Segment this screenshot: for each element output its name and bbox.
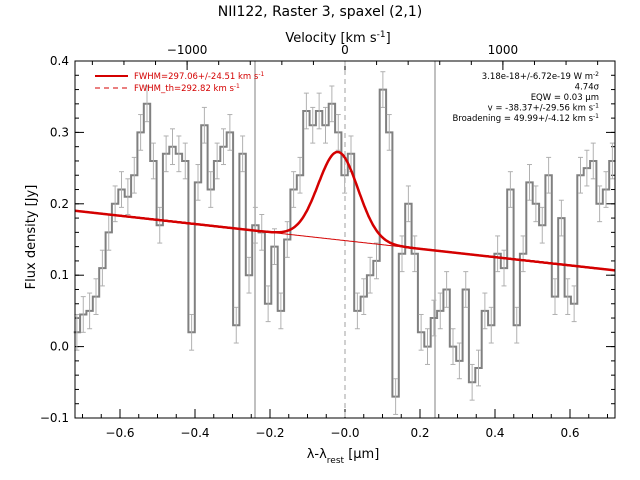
- annotation-5: Broadening = 49.99+/-4.12 km s-1: [452, 113, 599, 125]
- annotation-1: 3.18e-18+/-6.72e-19 W m-2: [482, 71, 599, 83]
- axis-ticks: −0.6 −0.4 −0.2 −0.0 0.2 0.4 0.6 −0.1 0.0 0.1 0.2 0.…: [40, 43, 615, 440]
- plot-frame: [74, 60, 616, 419]
- x-tick-label: −0.6: [105, 426, 134, 440]
- y-tick-label: 0.4: [50, 54, 69, 68]
- y-tick-label: −0.1: [40, 411, 69, 425]
- x-axis-label: λ-λrest [μm]: [307, 447, 380, 466]
- legend-label-2: FWHM_th=292.82 km s-1: [134, 83, 240, 95]
- y-axis-label: Flux density [Jy]: [24, 185, 39, 290]
- legend: FWHM=297.06+/-24.51 km s-1FWHM_th=292.82…: [95, 71, 264, 95]
- legend-label-1: FWHM=297.06+/-24.51 km s-1: [134, 71, 264, 83]
- model-series: [74, 150, 616, 272]
- chart-title: NII122, Raster 3, spaxel (2,1): [218, 4, 423, 20]
- spectrum-series: [73, 71, 616, 415]
- reference-lines: [254, 61, 436, 418]
- x-tick-label: −0.0: [330, 426, 359, 440]
- annotation-4: v = -38.37+/-29.56 km s-1: [488, 102, 600, 114]
- y-tick-label: 0.3: [50, 125, 69, 139]
- top-tick-label: 1000: [488, 43, 519, 57]
- x-tick-label: −0.4: [180, 426, 209, 440]
- y-tick-label: 0.1: [50, 268, 69, 282]
- x-tick-label: 0.6: [560, 426, 579, 440]
- annotation-3: EQW = 0.03 μm: [531, 93, 599, 103]
- top-tick-label: −1000: [167, 43, 208, 57]
- x-tick-label: 0.4: [485, 426, 504, 440]
- x-tick-label: 0.2: [410, 426, 429, 440]
- y-tick-label: 0.2: [50, 197, 69, 211]
- x2-axis-label: Velocity [km s-1]: [285, 30, 390, 46]
- annotation-2: 4.74σ: [575, 83, 600, 93]
- top-tick-label: 0: [341, 43, 349, 57]
- y-tick-label: 0.0: [50, 340, 69, 354]
- x-tick-label: −0.2: [255, 426, 284, 440]
- gaussian-fit-line: [74, 150, 616, 272]
